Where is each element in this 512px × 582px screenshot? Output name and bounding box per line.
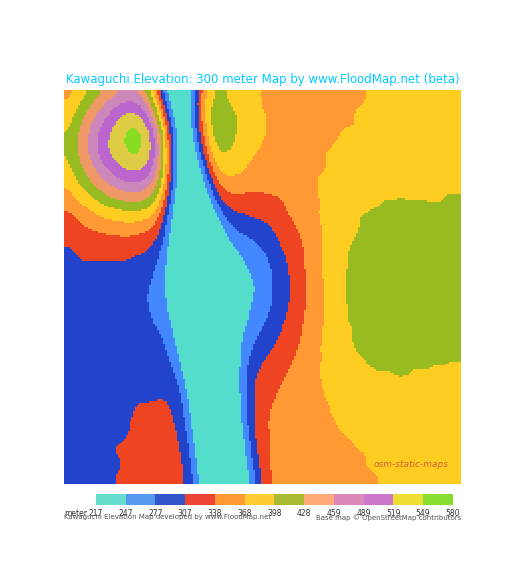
Text: meter: meter: [64, 509, 87, 517]
Text: 519: 519: [386, 509, 400, 517]
Text: 277: 277: [148, 509, 162, 517]
Bar: [304, 494, 334, 505]
Text: Kawaguchi Elevation Map developed by www.FloodMap.net: Kawaguchi Elevation Map developed by www…: [64, 514, 271, 520]
Bar: [215, 494, 245, 505]
Bar: [125, 494, 155, 505]
Text: 247: 247: [118, 509, 133, 517]
Bar: [155, 494, 185, 505]
Bar: [185, 494, 215, 505]
Text: Kawaguchi Elevation: 300 meter Map by www.FloodMap.net (beta): Kawaguchi Elevation: 300 meter Map by ww…: [66, 73, 459, 86]
Bar: [96, 494, 125, 505]
Text: osm-static-maps: osm-static-maps: [374, 460, 449, 469]
Text: 459: 459: [327, 509, 341, 517]
Text: 428: 428: [297, 509, 311, 517]
Bar: [274, 494, 304, 505]
Text: 338: 338: [207, 509, 222, 517]
Bar: [245, 494, 274, 505]
Text: 580: 580: [445, 509, 460, 517]
Text: 217: 217: [89, 509, 103, 517]
Text: 549: 549: [416, 509, 431, 517]
Text: 489: 489: [356, 509, 371, 517]
Bar: [423, 494, 453, 505]
Text: 307: 307: [178, 509, 193, 517]
Bar: [334, 494, 364, 505]
Text: Base map © OpenStreetMap contributors: Base map © OpenStreetMap contributors: [315, 514, 461, 521]
Bar: [393, 494, 423, 505]
Bar: [364, 494, 393, 505]
Text: 368: 368: [237, 509, 252, 517]
Text: 398: 398: [267, 509, 282, 517]
